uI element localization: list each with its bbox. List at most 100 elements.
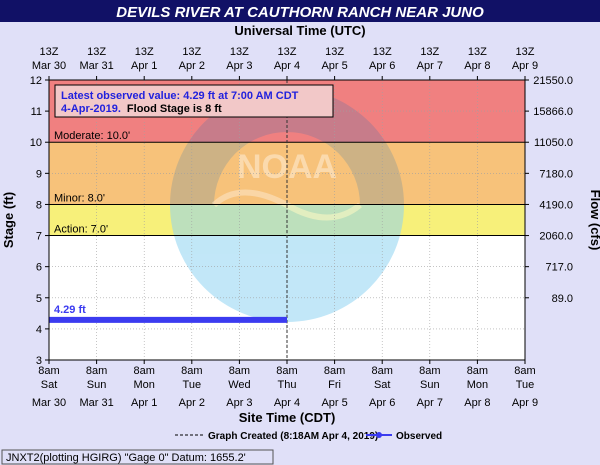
cdt-tick-date-9: Apr 8	[464, 397, 490, 409]
flow-tick-label-0: 21550.0	[533, 75, 573, 87]
cdt-tick-hour-6: 8am	[324, 365, 345, 377]
legend: Graph Created (8:18AM Apr 4, 2019) Obser…	[175, 431, 442, 442]
utc-tick-hour-4: 13Z	[230, 46, 249, 58]
flow-tick-label-3: 7180.0	[539, 168, 573, 180]
flow-tick-label-1: 15866.0	[533, 106, 573, 118]
utc-axis-title: Universal Time (UTC)	[234, 23, 365, 38]
observed-legend-label: Observed	[396, 431, 442, 442]
flood-stage-label-1: Minor: 8.0'	[54, 192, 105, 204]
flow-tick-label-6: 717.0	[545, 262, 573, 274]
utc-tick-hour-10: 13Z	[516, 46, 535, 58]
utc-tick-date-9: Apr 8	[464, 60, 490, 72]
flood-stage-note: Flood Stage is 8 ft	[127, 103, 222, 115]
flow-axis-title: Flow (cfs)	[588, 190, 600, 251]
latest-value-date: 4-Apr-2019.	[61, 103, 121, 115]
flow-tick-label-7: 89.0	[552, 293, 573, 305]
latest-value-box: Latest observed value: 4.29 ft at 7:00 A…	[54, 84, 334, 118]
utc-tick-date-10: Apr 9	[512, 60, 538, 72]
cdt-tick-day-8: Sun	[420, 379, 440, 391]
cdt-tick-hour-2: 8am	[133, 365, 154, 377]
title-bar	[0, 0, 600, 22]
utc-tick-hour-2: 13Z	[135, 46, 154, 58]
utc-tick-hour-8: 13Z	[420, 46, 439, 58]
flood-stage-label-0: Moderate: 10.0'	[54, 130, 130, 142]
stage-tick-label-4: 4	[36, 324, 42, 336]
stage-tick-label-7: 7	[36, 231, 42, 243]
utc-tick-date-7: Apr 6	[369, 60, 395, 72]
cdt-tick-hour-1: 8am	[86, 365, 107, 377]
last-value-label: 4.29 ft	[54, 304, 86, 316]
cdt-tick-hour-5: 8am	[276, 365, 297, 377]
cdt-tick-day-3: Tue	[183, 379, 202, 391]
utc-axis: 13Z Mar 30 13Z Mar 31 13Z Apr 1 13Z Apr 2 13Z Apr…	[32, 46, 538, 80]
cdt-tick-hour-9: 8am	[467, 365, 488, 377]
flood-stage-label-2: Action: 7.0'	[54, 224, 108, 236]
cdt-tick-date-0: Mar 30	[32, 397, 66, 409]
cdt-tick-day-2: Mon	[133, 379, 154, 391]
stage-tick-label-12: 12	[30, 75, 42, 87]
utc-tick-hour-3: 13Z	[182, 46, 201, 58]
stage-axis: 3 4 5 6 7 8 9 10 11 12	[30, 75, 49, 367]
stage-tick-label-9: 9	[36, 168, 42, 180]
cdt-tick-day-9: Mon	[467, 379, 488, 391]
cdt-tick-day-10: Tue	[516, 379, 535, 391]
cdt-tick-date-7: Apr 6	[369, 397, 395, 409]
utc-tick-date-8: Apr 7	[417, 60, 443, 72]
utc-tick-date-2: Apr 1	[131, 60, 157, 72]
graph-created-label: Graph Created (8:18AM Apr 4, 2019)	[208, 431, 378, 442]
latest-value-line2: 4-Apr-2019. Flood Stage is 8 ft	[61, 103, 222, 115]
cdt-axis: 8am Sat Mar 30 8am Sun Mar 31 8am Mon Apr 1 8am Tu…	[32, 360, 538, 409]
utc-tick-date-5: Apr 4	[274, 60, 300, 72]
stage-tick-label-11: 11	[31, 106, 42, 118]
utc-tick-date-0: Mar 30	[32, 60, 66, 72]
utc-tick-hour-5: 13Z	[278, 46, 297, 58]
stage-axis-title: Stage (ft)	[1, 192, 16, 248]
utc-tick-date-6: Apr 5	[321, 60, 347, 72]
cdt-tick-hour-3: 8am	[181, 365, 202, 377]
cdt-tick-day-7: Sat	[374, 379, 391, 391]
utc-tick-hour-0: 13Z	[40, 46, 59, 58]
cdt-tick-hour-4: 8am	[229, 365, 250, 377]
cdt-tick-hour-0: 8am	[38, 365, 59, 377]
stage-tick-label-8: 8	[36, 199, 42, 211]
cdt-tick-date-10: Apr 9	[512, 397, 538, 409]
cdt-tick-date-2: Apr 1	[131, 397, 157, 409]
cdt-tick-date-3: Apr 2	[179, 397, 205, 409]
flow-tick-label-2: 11050.0	[534, 137, 573, 149]
stage-tick-label-3: 3	[36, 355, 42, 367]
utc-tick-hour-6: 13Z	[325, 46, 344, 58]
footer-box	[1, 449, 274, 465]
utc-tick-date-3: Apr 2	[179, 60, 205, 72]
cdt-tick-date-6: Apr 5	[321, 397, 347, 409]
observed-legend-marker	[376, 432, 382, 438]
utc-tick-date-4: Apr 3	[226, 60, 252, 72]
cdt-tick-day-6: Fri	[328, 379, 341, 391]
flood-stage-labels: Moderate: 10.0' Minor: 8.0' Action: 7.0'	[54, 80, 288, 360]
cdt-tick-date-4: Apr 3	[226, 397, 252, 409]
latest-value-line1: Latest observed value: 4.29 ft at 7:00 A…	[61, 90, 299, 102]
flow-tick-label-5: 2060.0	[539, 231, 573, 243]
datum-footer: JNXT2(plotting HGIRG) "Gage 0" Datum: 16…	[6, 452, 246, 464]
utc-tick-date-1: Mar 31	[79, 60, 113, 72]
stage-tick-label-10: 10	[30, 137, 42, 149]
stage-tick-label-5: 5	[36, 293, 42, 305]
utc-tick-hour-7: 13Z	[373, 46, 392, 58]
observed-series: 4.29 ft	[48, 304, 288, 323]
flow-tick-label-4: 4190.0	[539, 199, 573, 211]
utc-tick-hour-9: 13Z	[468, 46, 487, 58]
flow-axis: 21550.0 15866.0 11050.0 7180.0 4190.0 2060.0 7…	[525, 75, 573, 305]
cdt-tick-day-5: Thu	[278, 379, 297, 391]
cdt-tick-date-5: Apr 4	[274, 397, 300, 409]
cdt-tick-hour-8: 8am	[419, 365, 440, 377]
chart-title: DEVILS RIVER AT CAUTHORN RANCH NEAR JUNO	[116, 4, 484, 21]
utc-tick-hour-1: 13Z	[87, 46, 106, 58]
cdt-tick-hour-7: 8am	[371, 365, 392, 377]
cdt-tick-day-1: Sun	[87, 379, 107, 391]
cdt-axis-title: Site Time (CDT)	[239, 410, 336, 425]
cdt-tick-date-1: Mar 31	[79, 397, 113, 409]
cdt-tick-date-8: Apr 7	[417, 397, 443, 409]
stage-tick-label-6: 6	[36, 262, 42, 274]
cdt-tick-hour-10: 8am	[514, 365, 535, 377]
cdt-tick-day-4: Wed	[228, 379, 250, 391]
